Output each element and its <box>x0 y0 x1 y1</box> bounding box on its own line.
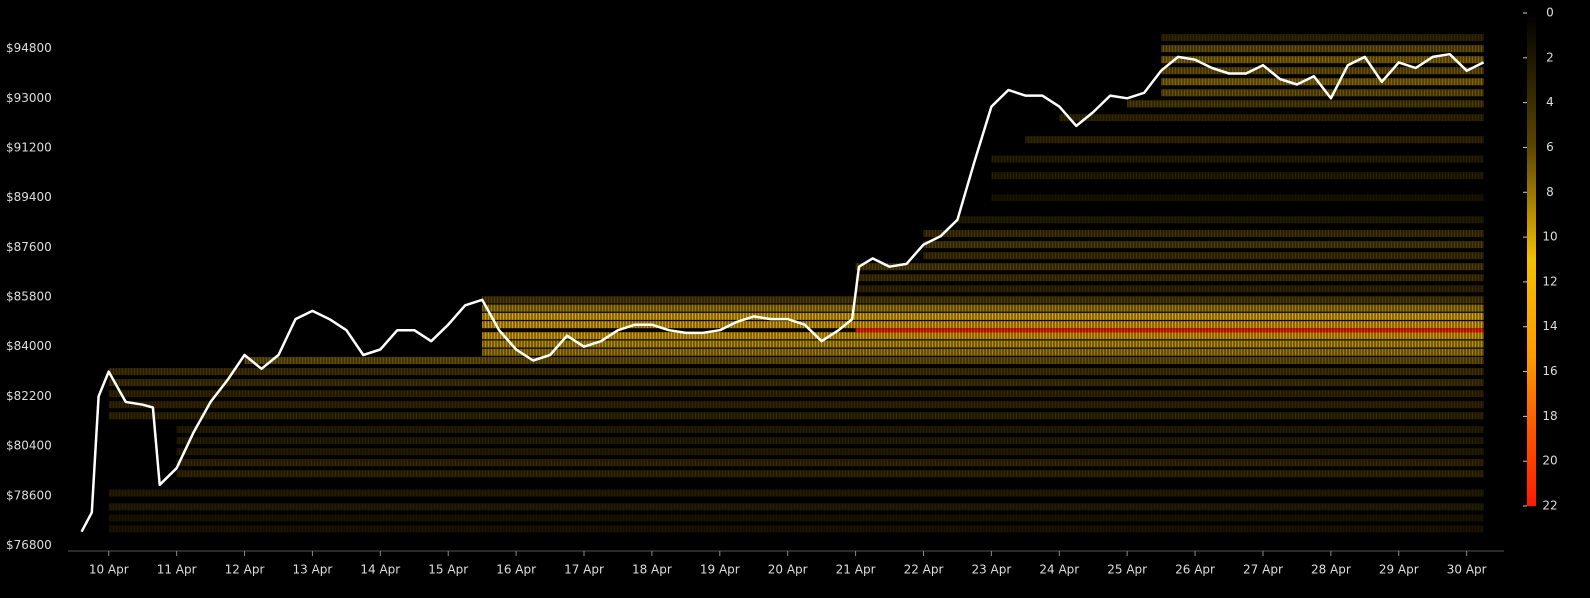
x-tick-label: 19 Apr <box>700 563 740 577</box>
plot: $76800 $78600 $80400 $82200 $84000 $85800 $876… <box>6 6 1558 577</box>
colorbar-tick-label: 16 <box>1542 364 1557 378</box>
x-tick-label: 29 Apr <box>1379 563 1419 577</box>
x-tick-label: 15 Apr <box>428 563 468 577</box>
heatmap <box>68 10 1484 551</box>
colorbar-tick-label: 14 <box>1542 319 1557 333</box>
x-tick-label: 22 Apr <box>904 563 944 577</box>
x-tick-label: 17 Apr <box>564 563 604 577</box>
x-tick-label: 10 Apr <box>89 563 129 577</box>
x-tick-label: 24 Apr <box>1039 563 1079 577</box>
y-tick-label: $89400 <box>6 190 52 204</box>
x-tick-label: 16 Apr <box>496 563 536 577</box>
x-tick-label: 25 Apr <box>1107 563 1147 577</box>
y-tick-label: $76800 <box>6 538 52 552</box>
colorbar-tick-label: 2 <box>1546 50 1554 64</box>
x-tick-label: 21 Apr <box>836 563 876 577</box>
y-tick-label: $94800 <box>6 41 52 55</box>
x-tick-label: 14 Apr <box>360 563 400 577</box>
y-tick-label: $82200 <box>6 389 52 403</box>
colorbar-tick-label: 18 <box>1542 409 1557 423</box>
colorbar-tick-label: 20 <box>1542 454 1557 468</box>
colorbar-tick-label: 12 <box>1542 274 1557 288</box>
price-line <box>80 52 1485 533</box>
x-tick-label: 27 Apr <box>1243 563 1283 577</box>
colorbar-tick-label: 8 <box>1546 185 1554 199</box>
y-tick-label: $93000 <box>6 91 52 105</box>
x-tick-label: 18 Apr <box>632 563 672 577</box>
colorbar-tick-label: 0 <box>1546 6 1554 20</box>
colorbar <box>1527 13 1536 506</box>
y-tick-label: $78600 <box>6 488 52 502</box>
x-tick-label: 30 Apr <box>1447 563 1487 577</box>
y-tick-label: $80400 <box>6 439 52 453</box>
y-tick-label: $84000 <box>6 339 52 353</box>
x-tick-label: 13 Apr <box>293 563 333 577</box>
y-tick-label: $87600 <box>6 240 52 254</box>
x-tick-label: 26 Apr <box>1175 563 1215 577</box>
y-tick-label: $91200 <box>6 141 52 155</box>
y-tick-label: $85800 <box>6 290 52 304</box>
colorbar-tick-label: 10 <box>1542 230 1557 244</box>
x-tick-label: 12 Apr <box>225 563 265 577</box>
colorbar-tick-label: 6 <box>1546 140 1554 154</box>
x-tick-label: 20 Apr <box>768 563 808 577</box>
colorbar-tick-label: 4 <box>1546 95 1554 109</box>
x-tick-label: 23 Apr <box>971 563 1011 577</box>
heat-texture <box>68 10 1484 551</box>
x-tick-label: 11 Apr <box>157 563 197 577</box>
colorbar-tick-label: 22 <box>1542 499 1557 513</box>
x-tick-label: 28 Apr <box>1311 563 1351 577</box>
